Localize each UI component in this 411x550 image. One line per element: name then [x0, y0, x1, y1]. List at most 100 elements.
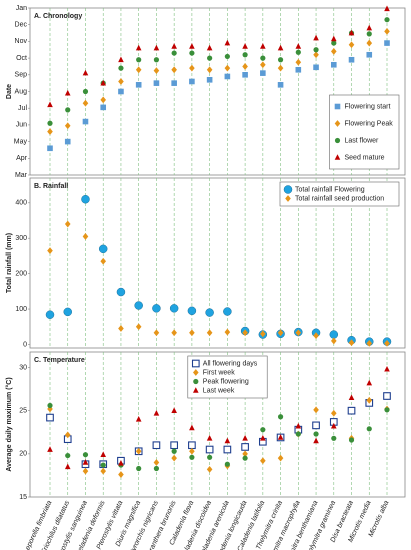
data-point — [329, 330, 339, 339]
data-point — [260, 457, 266, 465]
data-point — [295, 43, 302, 49]
data-point — [100, 467, 107, 475]
data-point — [366, 31, 372, 37]
data-point — [312, 421, 320, 430]
data-point — [295, 58, 302, 66]
data-point — [313, 64, 319, 71]
data-point — [206, 77, 213, 83]
data-point — [189, 64, 195, 72]
legend-box — [187, 355, 268, 399]
data-point — [82, 233, 89, 240]
data-point — [118, 471, 124, 478]
data-point — [384, 339, 390, 347]
data-point — [153, 409, 160, 416]
data-point — [224, 53, 230, 60]
panel-frame — [29, 177, 406, 349]
data-point — [366, 39, 373, 47]
data-point — [171, 66, 177, 74]
data-point — [170, 441, 179, 450]
data-point — [64, 122, 71, 130]
y-tick-label: Mar — [15, 172, 28, 179]
data-point — [224, 73, 231, 80]
y-tick-label: Oct — [16, 55, 27, 62]
data-point — [242, 43, 248, 49]
data-point — [331, 435, 337, 441]
data-point — [260, 70, 266, 76]
data-point — [188, 441, 196, 450]
data-point — [366, 396, 373, 404]
data-point — [206, 465, 213, 473]
data-point — [224, 437, 231, 444]
data-point — [347, 406, 356, 415]
data-point — [260, 61, 266, 69]
data-point — [47, 128, 53, 135]
data-point — [277, 414, 284, 420]
data-point — [187, 306, 197, 316]
panel-title: B. Rainfall — [34, 183, 68, 190]
data-point — [205, 445, 214, 454]
y-tick-label: Aug — [15, 88, 28, 95]
y-tick-label: 200 — [15, 270, 27, 277]
data-point — [295, 49, 301, 55]
data-point — [277, 57, 284, 63]
legend-marker — [193, 369, 199, 376]
data-point — [223, 445, 232, 454]
data-point — [348, 29, 355, 36]
legend-marker — [334, 103, 341, 110]
data-point — [277, 82, 284, 88]
data-point — [348, 394, 355, 401]
data-point — [224, 64, 231, 72]
data-point — [366, 24, 373, 31]
data-point — [224, 461, 230, 467]
data-point — [134, 301, 143, 310]
data-point — [64, 431, 71, 439]
y-tick-label: 15 — [19, 494, 27, 501]
panel-frame — [29, 351, 406, 498]
data-point — [116, 287, 126, 297]
data-point — [330, 61, 337, 68]
legend-label: Last flower — [345, 137, 380, 144]
data-point — [82, 88, 89, 95]
data-point — [384, 407, 390, 413]
data-point — [384, 365, 390, 372]
y-tick-label: Apr — [16, 155, 28, 162]
data-point — [260, 330, 266, 338]
legend-marker — [193, 378, 199, 385]
legend-marker — [191, 359, 200, 368]
data-point — [98, 244, 108, 254]
data-point — [277, 454, 284, 462]
data-point — [65, 452, 71, 459]
y-tick-label: Dec — [15, 22, 28, 29]
y-tick-label: Jan — [16, 5, 27, 12]
data-point — [189, 329, 195, 337]
data-point — [100, 462, 106, 468]
data-point — [295, 422, 302, 429]
panel-title: C. Temperature — [34, 357, 85, 364]
y-tick-label: Nov — [15, 38, 28, 45]
legend-label: All flowering days — [203, 360, 258, 367]
data-point — [153, 329, 160, 337]
data-point — [135, 447, 142, 455]
data-point — [384, 5, 390, 12]
y-tick-label: Jun — [16, 122, 27, 129]
y-axis-label: Total rainfall (mm) — [6, 233, 13, 293]
data-point — [366, 51, 373, 58]
data-point — [207, 454, 213, 460]
y-tick-label: 30 — [19, 364, 27, 371]
data-point — [64, 220, 71, 228]
data-point — [46, 413, 54, 422]
data-point — [171, 454, 177, 462]
data-point — [384, 17, 390, 23]
data-point — [348, 41, 355, 49]
data-point — [330, 35, 337, 42]
data-point — [65, 107, 71, 113]
panel-title: A. Chronology — [34, 13, 82, 20]
data-point — [260, 435, 266, 441]
y-tick-label: 25 — [19, 408, 27, 415]
legend-marker — [334, 120, 341, 127]
data-point — [205, 308, 214, 317]
y-tick-label: Jul — [18, 105, 27, 112]
y-axis-label: Date — [6, 84, 13, 99]
data-point — [153, 465, 160, 472]
data-point — [242, 450, 248, 458]
